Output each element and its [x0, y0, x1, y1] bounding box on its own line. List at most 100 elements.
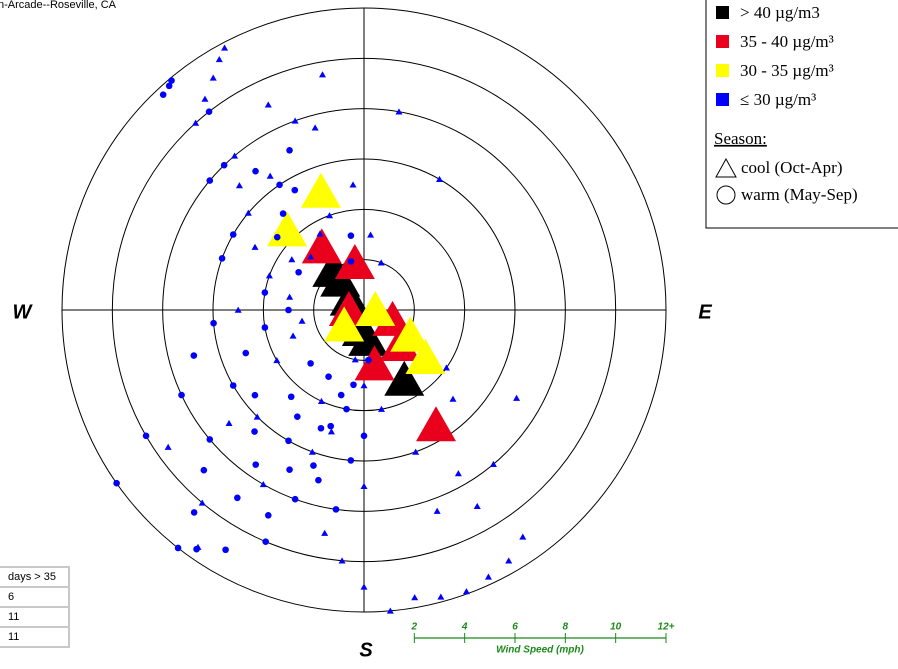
table-cell: 6: [0, 586, 70, 608]
point: [265, 272, 273, 279]
legend-swatch: [716, 93, 729, 106]
point: [261, 289, 269, 296]
point: [218, 255, 226, 262]
point: [259, 481, 267, 488]
point: [317, 424, 325, 432]
point: [291, 495, 299, 503]
point: [343, 405, 350, 413]
ring: [162, 108, 566, 512]
legend-text: cool (Oct-Apr): [741, 158, 843, 177]
point: [454, 470, 462, 477]
point: [416, 406, 457, 442]
point: [289, 332, 297, 339]
point: [178, 391, 185, 399]
point: [234, 306, 242, 313]
point: [285, 437, 292, 445]
point: [301, 228, 342, 264]
scale-tick-label: 6: [512, 622, 518, 633]
point: [484, 573, 492, 580]
legend-text: > 40 µg/m3: [740, 3, 820, 22]
compass-label: W: [13, 301, 34, 323]
compass-label: S: [359, 639, 373, 661]
point: [377, 259, 385, 266]
point: [276, 181, 283, 189]
point: [338, 557, 346, 564]
point: [462, 588, 470, 595]
legend-title: Season:: [714, 129, 767, 148]
point: [316, 230, 324, 237]
point: [287, 393, 295, 401]
point: [326, 212, 334, 219]
point: [473, 502, 481, 509]
point: [334, 244, 375, 280]
legend-triangle: [715, 157, 737, 178]
point: [286, 147, 293, 154]
point: [291, 117, 299, 124]
point: [251, 428, 258, 435]
point: [332, 506, 340, 513]
point: [198, 499, 206, 506]
point: [215, 56, 223, 63]
point: [244, 209, 252, 216]
point: [433, 507, 441, 514]
point: [390, 316, 431, 352]
point: [288, 256, 296, 263]
legend-text: ≤ 30 µg/m³: [740, 90, 816, 109]
point: [229, 382, 237, 389]
point: [307, 253, 315, 260]
point: [201, 95, 209, 102]
point: [372, 300, 413, 336]
point: [351, 356, 359, 363]
point: [286, 466, 293, 473]
point: [436, 175, 443, 183]
point: [321, 529, 329, 536]
point: [384, 360, 425, 396]
point: [209, 74, 217, 81]
point: [286, 293, 294, 300]
point: [442, 364, 450, 371]
ring: [313, 259, 415, 361]
ring: [61, 7, 667, 613]
point: [360, 432, 368, 440]
compass-label: E: [698, 301, 712, 323]
chart-title: n-Arcade--Roseville, CA: [0, 0, 117, 11]
point: [347, 457, 355, 464]
point: [489, 460, 497, 468]
point: [164, 443, 172, 450]
point: [367, 231, 375, 238]
point: [354, 345, 395, 381]
points: [113, 44, 527, 614]
point: [377, 405, 385, 412]
scale-tick-label: 10: [610, 622, 622, 633]
point: [412, 448, 420, 455]
ring: [262, 208, 466, 412]
table-cell: 11: [0, 626, 70, 648]
point: [264, 101, 272, 108]
legend-text: warm (May-Sep): [741, 185, 858, 204]
speed-scale: 2 4 6 8 10 12+: [411, 622, 675, 643]
point: [159, 91, 167, 98]
point: [174, 544, 182, 552]
point: [291, 186, 299, 194]
point: [205, 108, 213, 115]
point: [386, 607, 394, 614]
point: [267, 211, 308, 247]
point: [347, 232, 355, 239]
point: [337, 391, 345, 399]
point: [310, 462, 317, 469]
scale-tick-label: 8: [563, 622, 569, 633]
point: [190, 352, 198, 359]
point: [262, 538, 269, 545]
point: [235, 182, 243, 189]
point: [252, 461, 260, 468]
point: [295, 268, 302, 276]
scale-tick-label: 2: [411, 622, 418, 633]
rings: [61, 7, 667, 613]
point: [251, 391, 259, 399]
legend-text: 30 - 35 µg/m³: [740, 61, 834, 80]
point: [347, 258, 355, 265]
legend-circle: [716, 185, 736, 205]
point: [324, 306, 365, 342]
